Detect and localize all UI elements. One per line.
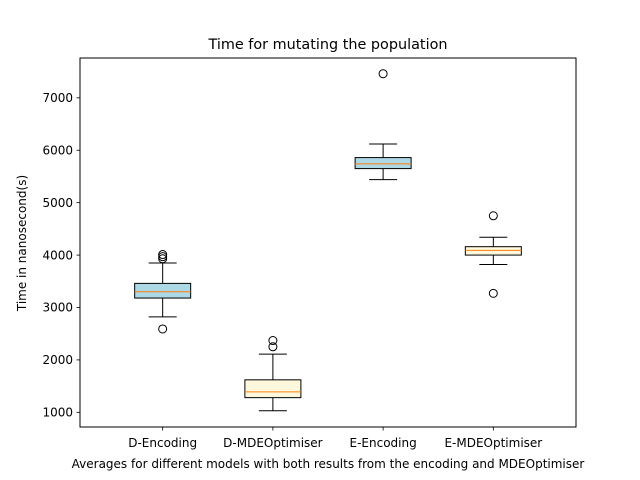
x-tick-label: D-Encoding (128, 436, 197, 450)
plot-area: 1000 2000 3000 4000 5000 6000 7000 D-Encoding D-… (42, 69, 542, 450)
x-tick-label: E-MDEOptimiser (444, 436, 542, 450)
y-tick-label: 6000 (42, 143, 73, 157)
y-tick-label: 5000 (42, 196, 73, 210)
outlier-point (488, 288, 498, 298)
y-tick-label: 7000 (42, 91, 73, 105)
outlier-point (158, 252, 168, 262)
chart-title: Time for mutating the population (208, 37, 448, 53)
y-tick-label: 3000 (42, 301, 73, 315)
outlier-point (268, 342, 278, 352)
x-tick-label: E-Encoding (350, 436, 417, 450)
outlier-point (158, 254, 168, 264)
y-tick-label: 2000 (42, 353, 73, 367)
outlier-point (268, 336, 278, 346)
y-tick-label: 1000 (42, 406, 73, 420)
y-axis-label: Time in nanosecond(s) (15, 175, 29, 312)
y-tick-label: 4000 (42, 248, 73, 262)
box-e-encoding (354, 157, 412, 170)
x-axis-label: Averages for different models with both … (72, 457, 585, 471)
x-tick-label: D-MDEOptimiser (223, 436, 323, 450)
outlier-point (488, 211, 498, 221)
box-d-mdeoptimiser (244, 379, 302, 399)
box-d-encoding (134, 282, 192, 299)
outlier-point (158, 250, 168, 260)
box-e-mdeoptimiser (464, 246, 522, 256)
axes-frame (79, 57, 577, 428)
outlier-point (158, 324, 168, 334)
outlier-point (378, 69, 388, 79)
